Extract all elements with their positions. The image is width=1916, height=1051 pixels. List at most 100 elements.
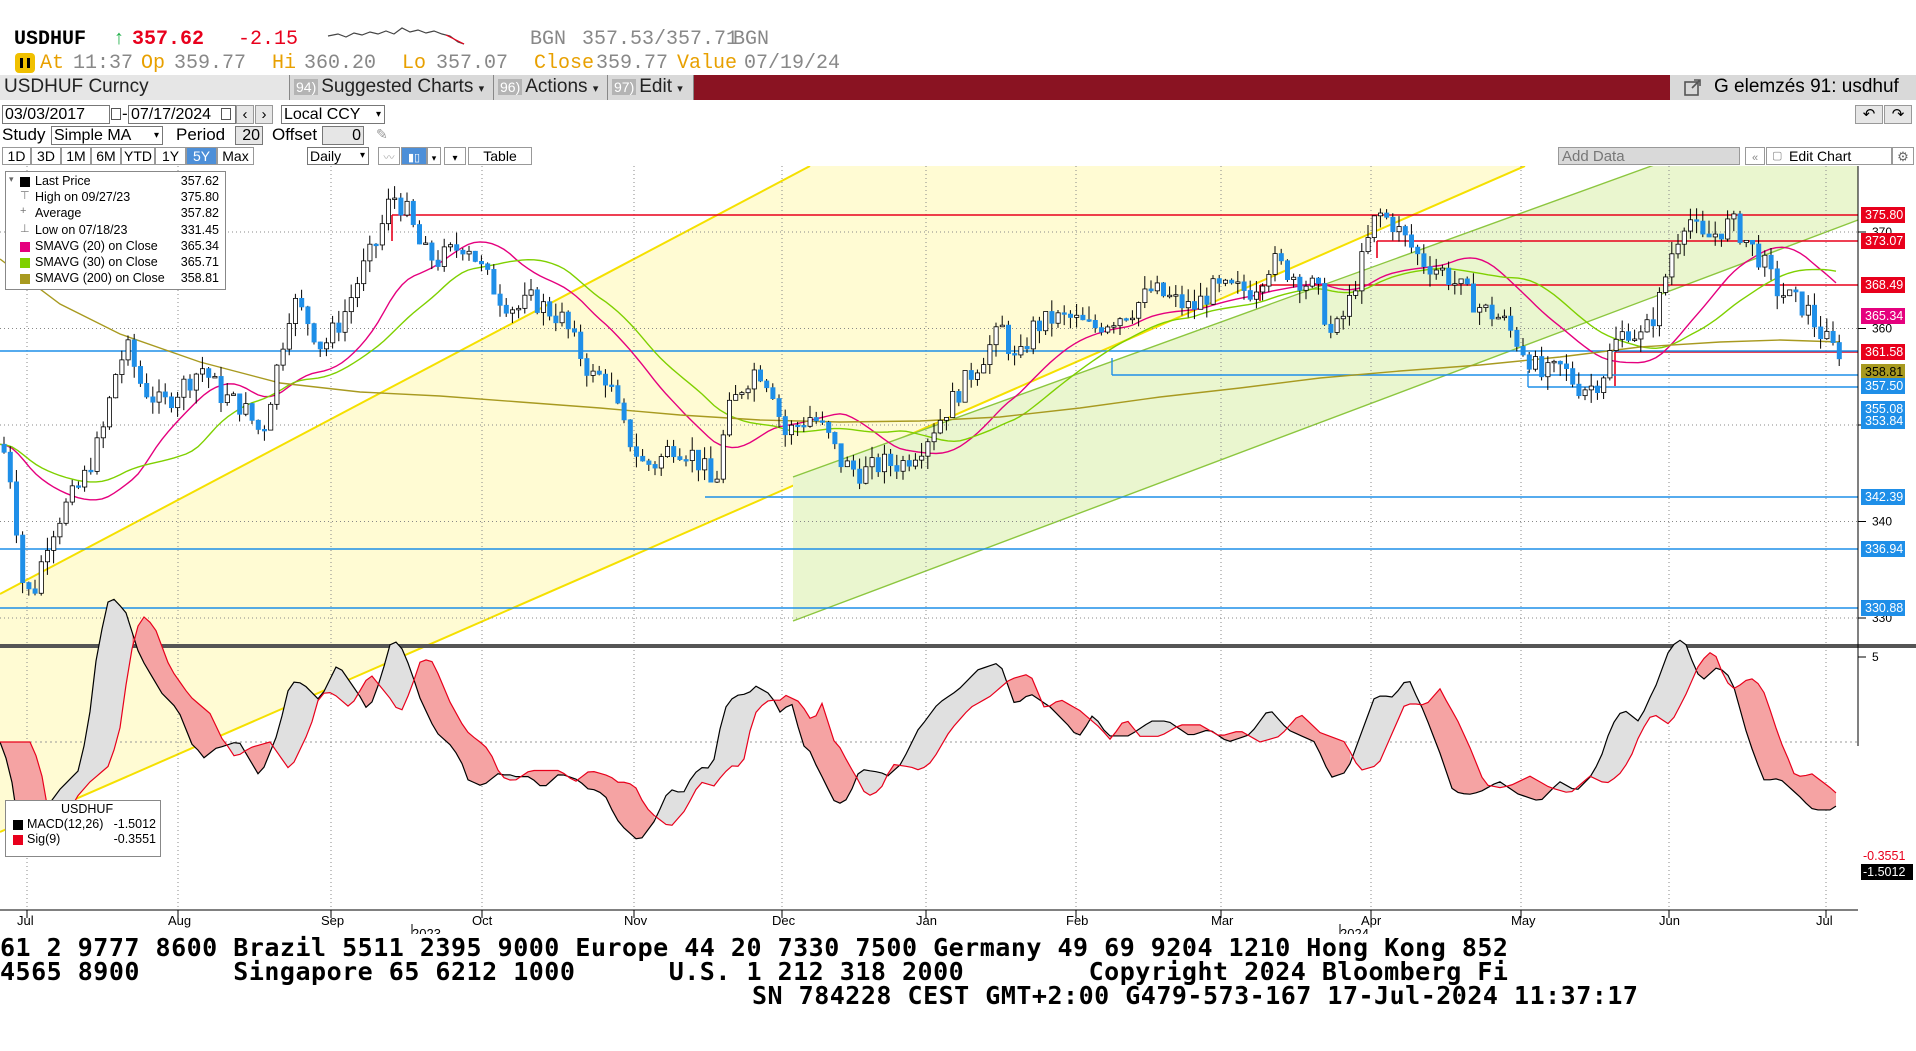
macd-histogram-band: [438, 673, 444, 740]
currency-dropdown[interactable]: Local CCY ▾: [281, 105, 385, 124]
candle-body: [292, 297, 298, 324]
candle-body: [181, 378, 187, 398]
security-label: USDHUF Curncy: [4, 76, 149, 97]
candle-body: [547, 301, 553, 317]
candle-body: [981, 364, 987, 374]
market-status-icon[interactable]: [14, 52, 36, 74]
macd-histogram-band: [1338, 739, 1344, 776]
chart-type-dropdown[interactable]: ▾: [427, 147, 441, 165]
study-dropdown[interactable]: Simple MA ▾: [51, 126, 163, 145]
pencil-icon[interactable]: ✎: [376, 126, 388, 142]
collapse-button[interactable]: «: [1745, 147, 1765, 165]
add-data-field[interactable]: Add Data: [1558, 147, 1740, 165]
legend-swatch: [20, 274, 30, 285]
close-value: 359.77: [596, 52, 669, 75]
legend-label: SMAVG (20) on Close: [35, 238, 158, 253]
signal-row: Sig(9) -0.3551: [6, 832, 160, 847]
macd-histogram-band: [1068, 703, 1074, 733]
candle-body: [1068, 313, 1074, 318]
candle-body: [472, 250, 478, 262]
period-button-1y[interactable]: 1Y: [155, 147, 186, 165]
edit-chart-button[interactable]: ▢ Edit Chart: [1766, 147, 1892, 165]
chart-type-button[interactable]: 〰: [378, 147, 400, 165]
candle-body: [1260, 285, 1266, 293]
price-tag-label: 357.50: [1865, 379, 1903, 393]
panel-separator[interactable]: [0, 644, 1916, 648]
period-button-max[interactable]: Max: [217, 147, 254, 165]
candle-body: [516, 307, 522, 311]
period-button-1d[interactable]: 1D: [2, 147, 31, 165]
price-chart[interactable]: 3703603503403305 375.80373.07368.49365.3…: [0, 166, 1916, 934]
price-tag-label: 361.58: [1865, 345, 1903, 359]
macd-histogram-band: [1074, 707, 1080, 736]
macd-histogram-band: [588, 771, 594, 790]
settings-button[interactable]: ⚙: [1892, 147, 1914, 165]
calendar-icon[interactable]: [111, 108, 121, 120]
macd-histogram-band: [738, 694, 744, 767]
macd-histogram-band: [1740, 680, 1746, 731]
start-date-field[interactable]: 03/03/2017: [2, 105, 110, 124]
macd-histogram-band: [618, 782, 624, 828]
macd-histogram-band: [804, 708, 810, 752]
period-button-5y[interactable]: 5Y: [186, 147, 217, 165]
suggested-charts-button[interactable]: 94) Suggested Charts ▾: [290, 75, 494, 100]
annotation-button[interactable]: ▾: [444, 147, 466, 165]
offset-input[interactable]: 0: [322, 126, 364, 145]
period-button-6m[interactable]: 6M: [91, 147, 121, 165]
chevron-down-icon: ▾: [375, 109, 381, 120]
month-label: Jun: [1659, 913, 1680, 928]
macd-legend[interactable]: USDHUF MACD(12,26) -1.5012 Sig(9) -0.355…: [5, 800, 161, 857]
edit-button[interactable]: 97) Edit ▾: [608, 75, 694, 100]
table-button[interactable]: Table: [468, 147, 532, 165]
external-link-icon: [1684, 79, 1701, 96]
frequency-dropdown[interactable]: Daily ▾: [307, 147, 369, 165]
candle-body: [1582, 389, 1588, 397]
candle-body: [919, 455, 925, 461]
calendar-icon[interactable]: [221, 108, 231, 120]
candle-body: [1787, 289, 1793, 297]
legend-label: SMAVG (30) on Close: [35, 255, 158, 269]
period-input[interactable]: 20: [235, 126, 263, 145]
macd-histogram-band: [1704, 652, 1710, 679]
candle-body: [1458, 278, 1464, 285]
macd-histogram-band: [1356, 731, 1362, 770]
macd-histogram-band: [342, 670, 348, 707]
candle-body: [1619, 331, 1625, 340]
undo-button[interactable]: ↶: [1855, 105, 1883, 124]
chart-legend[interactable]: Last Price 357.62 ⊤ High on 09/27/23 375.80 +…: [5, 171, 226, 290]
end-date-field[interactable]: 07/17/2024: [128, 105, 236, 124]
macd-histogram-band: [1464, 734, 1470, 795]
actions-button[interactable]: 96) Actions ▾: [494, 75, 608, 100]
legend-swatch: ⊤: [20, 190, 30, 203]
candle-body: [361, 260, 367, 285]
period-button-3d[interactable]: 3D: [31, 147, 61, 165]
candle-chart-button[interactable]: ▮▯: [401, 147, 427, 165]
candle-body: [274, 364, 280, 405]
launchpad-link[interactable]: G elemzés 91: usdhuf: [1670, 75, 1916, 100]
candle-body: [999, 324, 1005, 328]
candle-body: [1551, 360, 1557, 364]
macd-histogram-band: [156, 630, 162, 694]
scroll-left-button[interactable]: ‹: [236, 105, 254, 124]
candle-body: [243, 403, 249, 415]
candle-body: [1328, 323, 1334, 333]
macd-histogram-band: [1404, 681, 1410, 707]
candlestick-icon: ▮▯: [407, 152, 421, 164]
collapse-legend-icon[interactable]: ▾: [9, 174, 14, 184]
chevron-right-icon: ›: [261, 106, 267, 123]
candle-body: [671, 446, 677, 458]
price-tag-bg: [1861, 378, 1905, 394]
candle-body: [187, 378, 193, 391]
period-button-1m[interactable]: 1M: [61, 147, 91, 165]
legend-label: Average: [35, 206, 82, 221]
scroll-right-button[interactable]: ›: [255, 105, 273, 124]
candle-body: [950, 391, 956, 418]
price-tag-label: 358.81: [1865, 365, 1903, 379]
security-field[interactable]: USDHUF Curncy: [0, 75, 290, 100]
candle-body: [1322, 283, 1328, 325]
period-button-ytd[interactable]: YTD: [121, 147, 155, 165]
macd-histogram-band: [1266, 711, 1272, 741]
redo-button[interactable]: ↷: [1884, 105, 1912, 124]
candle-body: [553, 315, 559, 324]
macd-histogram-band: [744, 691, 750, 759]
